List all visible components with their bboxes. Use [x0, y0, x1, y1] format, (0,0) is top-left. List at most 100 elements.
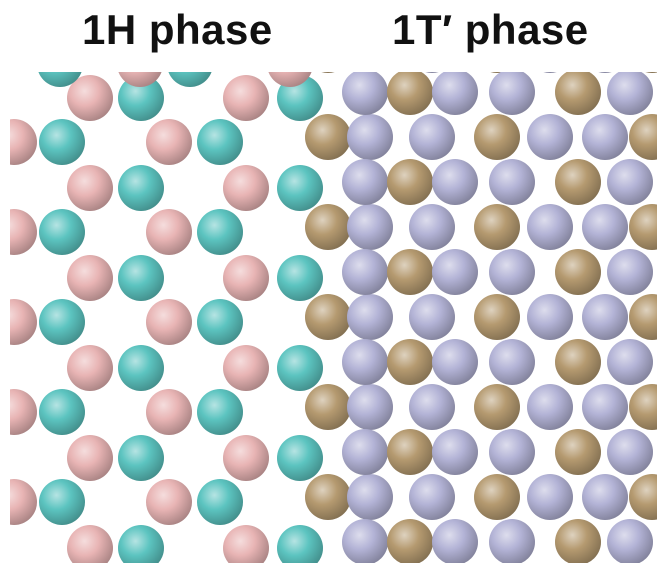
lavender-atom: [489, 339, 535, 385]
teal-atom: [118, 255, 164, 301]
pink-atom: [146, 299, 192, 345]
pink-atom: [223, 255, 269, 301]
lavender-atom: [489, 429, 535, 475]
tan-atom: [474, 114, 520, 160]
lavender-atom: [527, 294, 573, 340]
lavender-atom: [425, 72, 439, 73]
lavender-atom: [489, 249, 535, 295]
phase-1h-title: 1H phase: [82, 6, 273, 53]
tan-atom: [629, 384, 657, 430]
pink-atom: [223, 345, 269, 391]
teal-atom: [118, 525, 164, 563]
lavender-atom: [432, 339, 478, 385]
lavender-atom: [607, 72, 653, 115]
pink-atom: [67, 165, 113, 211]
tan-atom: [555, 159, 601, 205]
teal-atom: [197, 299, 243, 345]
tan-atom: [387, 519, 433, 563]
lavender-atom: [607, 519, 653, 563]
lavender-atom: [432, 249, 478, 295]
lavender-atom: [598, 72, 612, 73]
tan-atom: [629, 114, 657, 160]
lavender-atom: [607, 249, 653, 295]
lavender-atom: [432, 429, 478, 475]
tan-atom: [387, 72, 433, 115]
lavender-atom: [607, 339, 653, 385]
tan-atom: [629, 204, 657, 250]
pink-atom: [268, 72, 312, 87]
tan-atom: [305, 204, 351, 250]
lavender-atom: [582, 204, 628, 250]
pink-atom: [67, 255, 113, 301]
teal-atom: [39, 389, 85, 435]
teal-atom: [39, 299, 85, 345]
tan-atom: [305, 384, 351, 430]
pink-atom: [10, 479, 37, 525]
pink-atom: [10, 209, 37, 255]
lavender-atom: [347, 114, 393, 160]
pink-atom: [67, 75, 113, 121]
teal-atom: [277, 165, 323, 211]
lavender-atom: [409, 204, 455, 250]
lavender-atom: [607, 159, 653, 205]
teal-atom: [118, 165, 164, 211]
lavender-atom: [347, 474, 393, 520]
lavender-atom: [342, 519, 388, 563]
teal-atom: [197, 209, 243, 255]
tan-atom: [629, 474, 657, 520]
lavender-atom: [582, 114, 628, 160]
teal-atom: [39, 119, 85, 165]
lavender-atom: [582, 294, 628, 340]
lavender-atom: [527, 384, 573, 430]
teal-atom: [118, 345, 164, 391]
phase-1t-title: 1T′ phase: [392, 6, 589, 53]
teal-atom: [277, 525, 323, 563]
lavender-atom: [543, 72, 557, 73]
pink-atom: [10, 389, 37, 435]
tan-atom: [629, 294, 657, 340]
tan-atom: [555, 249, 601, 295]
lavender-atom: [489, 519, 535, 563]
tan-atom: [305, 294, 351, 340]
pink-atom: [67, 345, 113, 391]
lavender-atom: [489, 159, 535, 205]
tan-atom: [555, 429, 601, 475]
lavender-atom: [347, 384, 393, 430]
lavender-atom: [409, 474, 455, 520]
tan-atom: [490, 72, 504, 73]
teal-atom: [197, 119, 243, 165]
lavender-atom: [342, 429, 388, 475]
tan-atom: [474, 384, 520, 430]
pink-atom: [146, 119, 192, 165]
pink-atom: [10, 299, 37, 345]
lavender-atom: [607, 429, 653, 475]
lavender-atom: [432, 519, 478, 563]
pink-atom: [223, 75, 269, 121]
teal-atom: [168, 72, 212, 87]
lavender-atom: [489, 72, 535, 115]
lavender-atom: [527, 474, 573, 520]
lavender-atom: [347, 294, 393, 340]
pink-atom: [146, 209, 192, 255]
tan-atom: [474, 294, 520, 340]
pink-atom: [67, 435, 113, 481]
teal-atom: [277, 345, 323, 391]
pink-atom: [118, 72, 162, 87]
pink-atom: [146, 479, 192, 525]
lavender-atom: [582, 474, 628, 520]
pink-atom: [223, 435, 269, 481]
lavender-atom: [409, 384, 455, 430]
pink-atom: [67, 525, 113, 563]
lavender-atom: [363, 72, 377, 73]
teal-atom: [39, 479, 85, 525]
tan-atom: [474, 474, 520, 520]
tan-atom: [645, 72, 657, 73]
lavender-atom: [342, 159, 388, 205]
lavender-atom: [409, 294, 455, 340]
lavender-atom: [409, 114, 455, 160]
tan-atom: [305, 114, 351, 160]
lavender-atom: [527, 204, 573, 250]
lavender-atom: [342, 72, 388, 115]
